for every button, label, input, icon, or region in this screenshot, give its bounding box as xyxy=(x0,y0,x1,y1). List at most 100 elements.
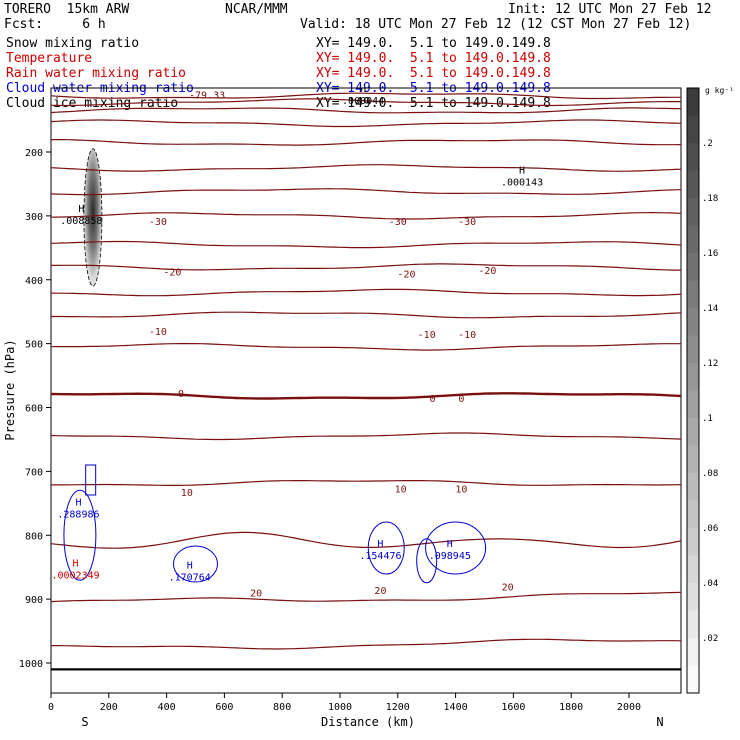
cloud-water-contour xyxy=(63,489,97,581)
isotherm-line xyxy=(51,432,681,441)
isotherm-line xyxy=(51,240,681,249)
isotherm-line xyxy=(51,531,681,549)
field-xy: XY= 149.0. 5.1 to 149.0.149.8 xyxy=(316,36,551,51)
isotherm-line xyxy=(51,92,681,100)
colorbar-segment xyxy=(687,500,699,528)
x-tick-label: 1200 xyxy=(386,702,410,713)
x-axis-label: Distance (km) xyxy=(321,715,415,729)
plot-frame xyxy=(50,87,682,694)
colorbar-segment xyxy=(687,473,699,501)
x-tick-label: 400 xyxy=(158,702,176,713)
colorbar-segment xyxy=(687,115,699,143)
isotherm-line xyxy=(51,392,681,400)
high-value: .0002349 xyxy=(51,570,99,581)
colorbar-segment xyxy=(687,308,699,336)
x-tick-label: 1400 xyxy=(444,702,468,713)
high-value: .098945 xyxy=(429,551,471,562)
x-tick-label: 200 xyxy=(100,702,118,713)
high-marker: H.154476 xyxy=(359,539,401,562)
colorbar-tick-label: .1 xyxy=(702,414,713,424)
isotherm-label: 0 xyxy=(458,394,464,405)
isotherm-label: -30 xyxy=(458,217,476,228)
x-tick-label: 1800 xyxy=(559,702,583,713)
high-marker: H.008858 xyxy=(60,204,102,227)
isotherm-line xyxy=(51,98,681,107)
colorbar-tick-label: .2 xyxy=(702,139,713,149)
colorbar-segment xyxy=(687,390,699,418)
y-axis-label: Pressure (hPa) xyxy=(3,339,17,440)
high-marker: H.0002349 xyxy=(51,558,99,581)
isotherm-label: -20 xyxy=(478,266,496,277)
isotherm-line xyxy=(51,263,681,271)
colorbar-tick-label: .02 xyxy=(702,634,718,644)
colorbar-tick-label: .06 xyxy=(702,524,718,534)
isotherm-label: 20 xyxy=(250,589,262,600)
isotherm-line xyxy=(51,342,681,351)
colorbar-segment xyxy=(687,280,699,308)
model-title: TORERO 15km ARW xyxy=(4,2,130,17)
x-tick-label: 2000 xyxy=(617,702,641,713)
isotherm-line xyxy=(51,139,681,146)
forecast-hour: Fcst: 6 h xyxy=(4,17,106,32)
colorbar-segment xyxy=(687,143,699,171)
high-marker: H.288986 xyxy=(57,498,99,521)
high-marker: H.000143 xyxy=(501,166,543,189)
colorbar-segment xyxy=(687,418,699,446)
field-name: Temperature xyxy=(6,51,93,66)
high-symbol: H xyxy=(447,539,453,550)
high-value: .000044 xyxy=(342,96,384,107)
isotherm-label: -30 xyxy=(389,217,407,228)
colorbar-segment xyxy=(687,528,699,556)
y-tick-label: 700 xyxy=(25,467,43,478)
isotherm-line xyxy=(51,480,681,486)
valid-time: Valid: 18 UTC Mon 27 Feb 12 (12 CST Mon … xyxy=(300,17,692,32)
high-value: .154476 xyxy=(359,551,401,562)
colorbar-tick-label: .12 xyxy=(702,359,718,369)
isotherm-line xyxy=(51,188,681,196)
colorbar-segment xyxy=(687,253,699,281)
high-value: .170764 xyxy=(169,572,211,583)
y-tick-label: 500 xyxy=(25,340,43,351)
colorbar-tick-label: .14 xyxy=(702,304,718,314)
isotherm-label: 20 xyxy=(502,582,514,593)
high-marker: H.170764 xyxy=(169,560,211,583)
high-marker: H.098945 xyxy=(429,539,471,562)
isotherm-line xyxy=(51,591,681,603)
isotherm-label: -79.33 xyxy=(189,91,225,102)
y-tick-label: 600 xyxy=(25,404,43,415)
y-tick-label: 400 xyxy=(25,276,43,287)
high-value: .000143 xyxy=(501,178,543,189)
colorbar-segment xyxy=(687,610,699,638)
isotherm-line xyxy=(51,119,681,128)
org-label: NCAR/MMM xyxy=(225,2,288,17)
high-symbol: H xyxy=(73,558,79,569)
colorbar-segment xyxy=(687,198,699,226)
x-tick-label: 800 xyxy=(273,702,291,713)
colorbar-tick-label: .18 xyxy=(702,194,718,204)
field-name: Cloud ice mixing ratio xyxy=(6,96,179,111)
isotherm-line xyxy=(51,311,681,319)
colorbar-unit: g kg⁻¹ xyxy=(705,86,734,95)
isotherm-label: 10 xyxy=(395,485,407,496)
colorbar-segment xyxy=(687,88,699,116)
isotherm-label: 20 xyxy=(374,586,386,597)
isotherm-label: 10 xyxy=(455,485,467,496)
isotherm-label: 10 xyxy=(181,488,193,499)
cloud-water-contour xyxy=(85,464,97,496)
y-tick-label: 800 xyxy=(25,531,43,542)
isotherm-label: 0 xyxy=(429,394,435,405)
isotherm-label: -10 xyxy=(418,330,436,341)
colorbar-tick-label: .16 xyxy=(702,249,718,259)
colorbar-segment xyxy=(687,363,699,391)
colorbar-segment xyxy=(687,225,699,253)
isotherm-line xyxy=(51,164,681,172)
isotherm-label: 0 xyxy=(178,389,184,400)
high-symbol: H xyxy=(78,204,84,215)
isotherm-line xyxy=(51,638,681,650)
x-tick-label: 1600 xyxy=(501,702,525,713)
colorbar-frame xyxy=(686,87,700,694)
y-tick-label: 1000 xyxy=(19,659,43,670)
colorbar-segment xyxy=(687,170,699,198)
isotherm-label: -20 xyxy=(163,267,181,278)
